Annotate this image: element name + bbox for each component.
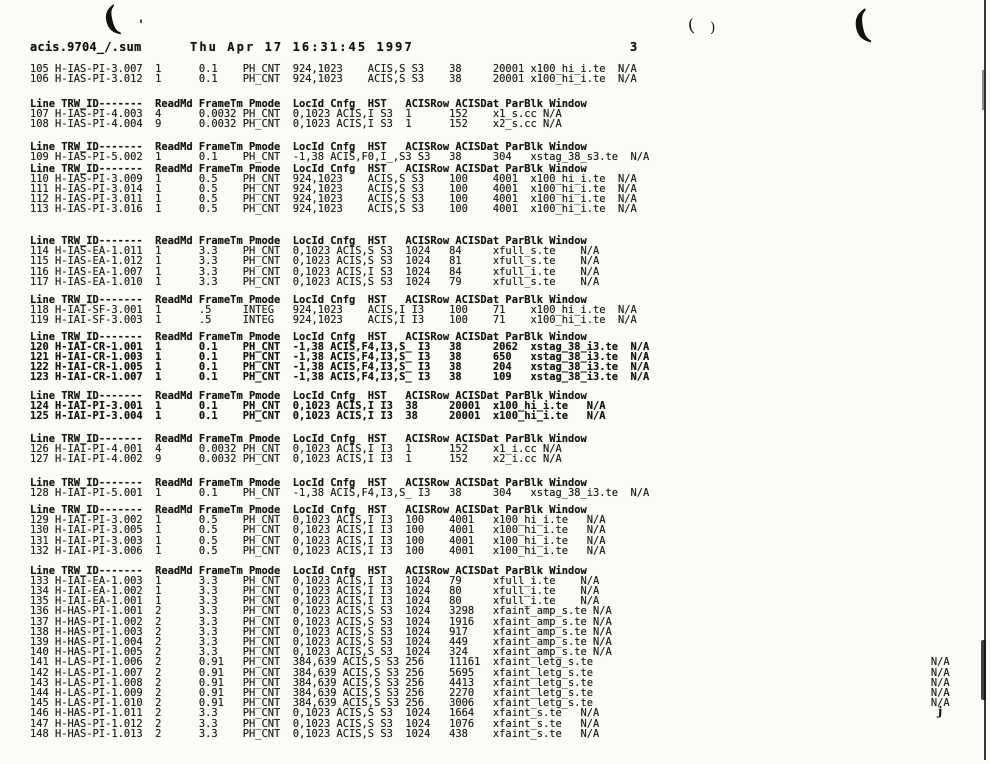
table-row: 148 H-HAS-PI-1.013 2 3.3 PH_CNT 0,1023 A…: [30, 727, 600, 740]
table-row: 135 H-IAI-EA-1.001 1 3.3 PH_CNT 0,1023 A…: [30, 595, 600, 608]
table-row: 147 H-HAS-PI-1.012 2 3.3 PH_CNT 0,1023 A…: [30, 717, 600, 730]
table-row: 118 H-IAI-SF-3.001 1 .5 INTEG 924,1023 A…: [30, 304, 637, 317]
table-row: 136 H-HAS-PI-1.001 2 3.3 PH_CNT 0,1023 A…: [30, 605, 612, 618]
table-row: 113 H-IAS-PI-3.016 1 0.5 PH_CNT 924,1023…: [30, 203, 637, 216]
table-row: 140 H-HAS-PI-1.005 2 3.3 PH_CNT 0,1023 A…: [30, 646, 612, 659]
table-row: 124 H-IAI-PI-3.001 1 0.1 PH_CNT 0,1023 A…: [30, 400, 606, 413]
table-row: 146 H-HAS-PI-1.011 2 3.3 PH_CNT 0,1023 A…: [30, 707, 600, 720]
table-group-header: Line TRW_ID------- ReadMd FrameTm Pmode …: [30, 294, 587, 306]
table-row: 112 H-IAS-PI-3.011 1 0.5 PH_CNT 924,1023…: [30, 193, 637, 206]
table-row: 133 H-IAI-EA-1.003 1 3.3 PH_CNT 0,1023 A…: [30, 574, 600, 587]
table-row: 121 H-IAI-CR-1.003 1 0.1 PH_CNT -1,38 AC…: [30, 350, 650, 363]
scan-artifact-ink-mark: j: [937, 703, 943, 719]
table-row: 126 H-IAI-PI-4.001 4 0.0032 PH_CNT 0,102…: [30, 442, 562, 455]
table-row: 110 H-IAS-PI-3.009 1 0.5 PH_CNT 924,1023…: [30, 172, 637, 185]
report-datetime: Thu Apr 17 16:31:45 1997: [190, 40, 414, 54]
table-row: 129 H-IAI-PI-3.002 1 0.5 PH_CNT 0,1023 A…: [30, 514, 606, 527]
scan-edge-blotch: [981, 640, 986, 700]
table-row: 134 H-IAI-EA-1.002 1 3.3 PH_CNT 0,1023 A…: [30, 584, 600, 597]
table-row: 145 H-LAS-PI-1.010 2 0.91 PH_CNT 384,639…: [30, 697, 950, 710]
page-number: 3: [630, 40, 638, 54]
table-row: 132 H-IAI-PI-3.006 1 0.5 PH_CNT 0,1023 A…: [30, 544, 606, 557]
table-row: 120 H-IAI-CR-1.001 1 0.1 PH_CNT -1,38 AC…: [30, 340, 650, 353]
table-row: 111 H-IAS-PI-3.014 1 0.5 PH_CNT 924,1023…: [30, 182, 637, 195]
table-row: 108 H-IAS-PI-4.004 9 0.0032 PH_CNT 0,102…: [30, 117, 562, 130]
scan-artifact-paren-icon: (: [686, 15, 696, 37]
table-row: 109 H-IAS-PI-5.002 1 0.1 PH_CNT -1,38 AC…: [30, 150, 650, 163]
table-row: 107 H-IAS-PI-4.003 4 0.0032 PH_CNT 0,102…: [30, 107, 562, 120]
table-group-header: Line TRW_ID------- ReadMd FrameTm Pmode …: [30, 476, 587, 489]
table-row: 114 H-IAS-EA-1.011 1 3.3 PH_CNT 0,1023 A…: [30, 245, 600, 258]
table-group-header: Line TRW_ID------- ReadMd FrameTm Pmode …: [30, 235, 587, 247]
table-group-header: Line TRW_ID------- ReadMd FrameTm Pmode …: [30, 432, 587, 445]
table-row: 119 H-IAI-SF-3.003 1 .5 INTEG 924,1023 A…: [30, 314, 637, 327]
table-group-header: Line TRW_ID------- ReadMd FrameTm Pmode …: [30, 504, 587, 516]
scan-edge-blotch: [982, 70, 985, 110]
table-row: 115 H-IAS-EA-1.012 1 3.3 PH_CNT 0,1023 A…: [30, 255, 600, 268]
table-group-header: Line TRW_ID------- ReadMd FrameTm Pmode …: [30, 97, 587, 110]
table-row: 128 H-IAI-PI-5.001 1 0.1 PH_CNT -1,38 AC…: [30, 486, 650, 499]
table-row: 105 H-IAS-PI-3.007 1 0.1 PH_CNT 924,1023…: [30, 63, 637, 75]
scan-artifact-tick-icon: ': [139, 18, 143, 33]
table-row: 139 H-HAS-PI-1.004 2 3.3 PH_CNT 0,1023 A…: [30, 635, 612, 648]
table-group-header: Line TRW_ID------- ReadMd FrameTm Pmode …: [30, 564, 587, 577]
table-row: 130 H-IAI-PI-3.005 1 0.5 PH_CNT 0,1023 A…: [30, 524, 606, 537]
table-group-header: Line TRW_ID------- ReadMd FrameTm Pmode …: [30, 140, 587, 153]
table-row: 137 H-HAS-PI-1.002 2 3.3 PH_CNT 0,1023 A…: [30, 615, 612, 628]
table-row: 138 H-HAS-PI-1.003 2 3.3 PH_CNT 0,1023 A…: [30, 625, 612, 638]
table-group-header: Line TRW_ID------- ReadMd FrameTm Pmode …: [30, 390, 587, 402]
report-filename: acis.9704_/.sum: [30, 40, 142, 54]
table-row: 122 H-IAI-CR-1.005 1 0.1 PH_CNT -1,38 AC…: [30, 361, 650, 374]
table-row: 123 H-IAI-CR-1.007 1 0.1 PH_CNT -1,38 AC…: [30, 371, 650, 384]
table-row: 117 H-IAS-EA-1.010 1 3.3 PH_CNT 0,1023 A…: [30, 275, 600, 288]
table-group-header: Line TRW_ID------- ReadMd FrameTm Pmode …: [30, 162, 587, 175]
table-row: 106 H-IAS-PI-3.012 1 0.1 PH_CNT 924,1023…: [30, 73, 637, 86]
scan-artifact-paren-icon: (: [848, 0, 874, 49]
table-group-header: Line TRW_ID------- ReadMd FrameTm Pmode …: [30, 330, 587, 343]
table-row: 141 H-LAS-PI-1.006 2 0.91 PH_CNT 384,639…: [30, 656, 950, 669]
table-row: 142 H-LAS-PI-1.007 2 0.91 PH_CNT 384,639…: [30, 666, 950, 679]
scan-edge-line: [984, 0, 986, 760]
table-row: 127 H-IAI-PI-4.002 9 0.0032 PH_CNT 0,102…: [30, 452, 562, 465]
scan-artifact-paren-icon: ): [710, 20, 716, 36]
table-row: 116 H-IAS-EA-1.007 1 3.3 PH_CNT 0,1023 A…: [30, 265, 600, 278]
scan-artifact-paren-icon: (: [98, 0, 124, 42]
table-row: 143 H-LAS-PI-1.008 2 0.91 PH_CNT 384,639…: [30, 676, 950, 689]
table-row: 131 H-IAI-PI-3.003 1 0.5 PH_CNT 0,1023 A…: [30, 534, 606, 547]
table-row: 125 H-IAI-PI-3.004 1 0.1 PH_CNT 0,1023 A…: [30, 410, 606, 423]
table-row: 144 H-LAS-PI-1.009 2 0.91 PH_CNT 384,639…: [30, 686, 950, 699]
